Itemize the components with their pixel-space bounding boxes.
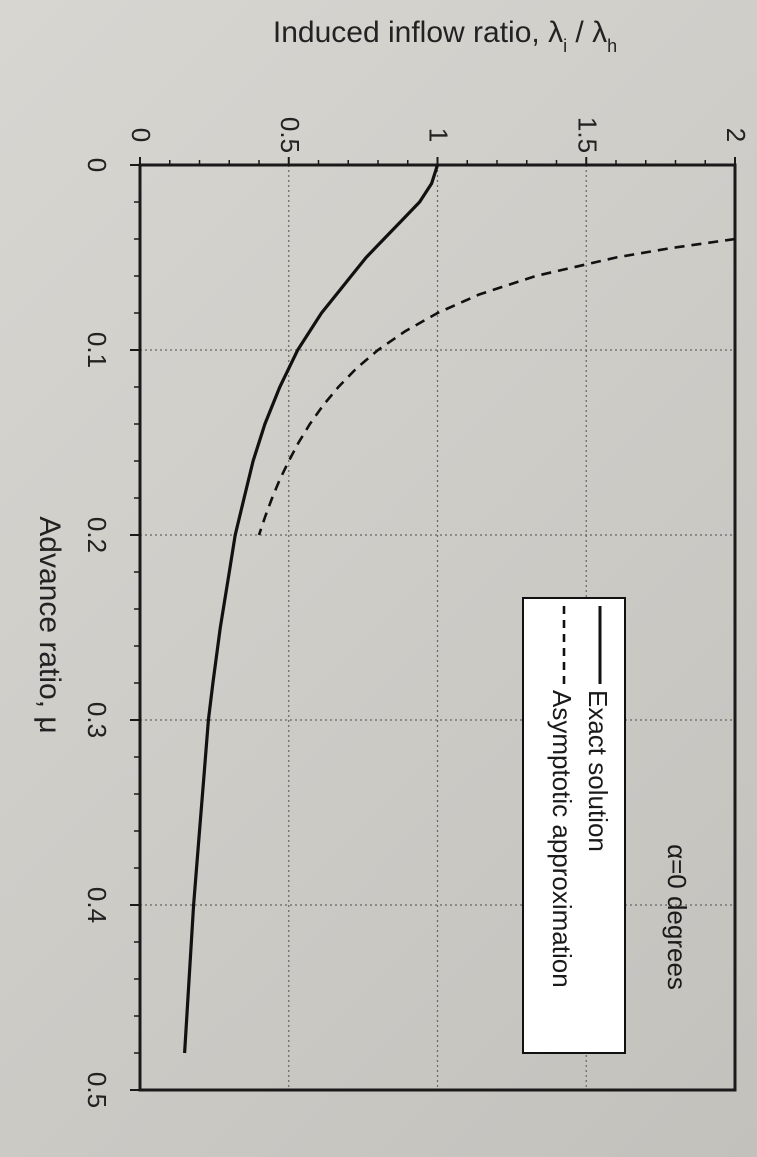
- x-tick-label: 0.1: [82, 332, 112, 368]
- y-tick-label: 1: [424, 128, 454, 142]
- y-tick-label: 0: [126, 128, 156, 142]
- exact-solution-line: [183, 164, 440, 1054]
- y-axis-title: Induced inflow ratio, λi / λh: [273, 16, 617, 56]
- legend-entry-asymptotic: Asymptotic approximation: [547, 690, 577, 988]
- x-tick-label: 0: [82, 158, 112, 172]
- grid-layer: [140, 165, 735, 1090]
- tick-layer: 0 0.5 1 1.5 2 0 0.1 0.2 0.3 0.4 0.5: [82, 117, 751, 1108]
- x-tick-label: 0.5: [82, 1072, 112, 1108]
- series-layer: [183, 164, 736, 1054]
- x-tick-label: 0.3: [82, 702, 112, 738]
- legend-box: [522, 597, 626, 1054]
- alpha-annotation: α=0 degrees: [662, 844, 692, 990]
- y-tick-label: 0.5: [275, 117, 305, 153]
- legend: Exact solution Asymptotic approximation: [522, 597, 626, 1054]
- x-tick-label: 0.4: [82, 887, 112, 923]
- x-tick-label: 0.2: [82, 517, 112, 553]
- y-tick-label: 2: [721, 128, 751, 142]
- asymptotic-approximation-line: [257, 237, 736, 536]
- y-tick-label: 1.5: [572, 117, 602, 153]
- legend-entry-exact: Exact solution: [583, 690, 613, 852]
- x-axis-title: Advance ratio, μ: [33, 516, 66, 733]
